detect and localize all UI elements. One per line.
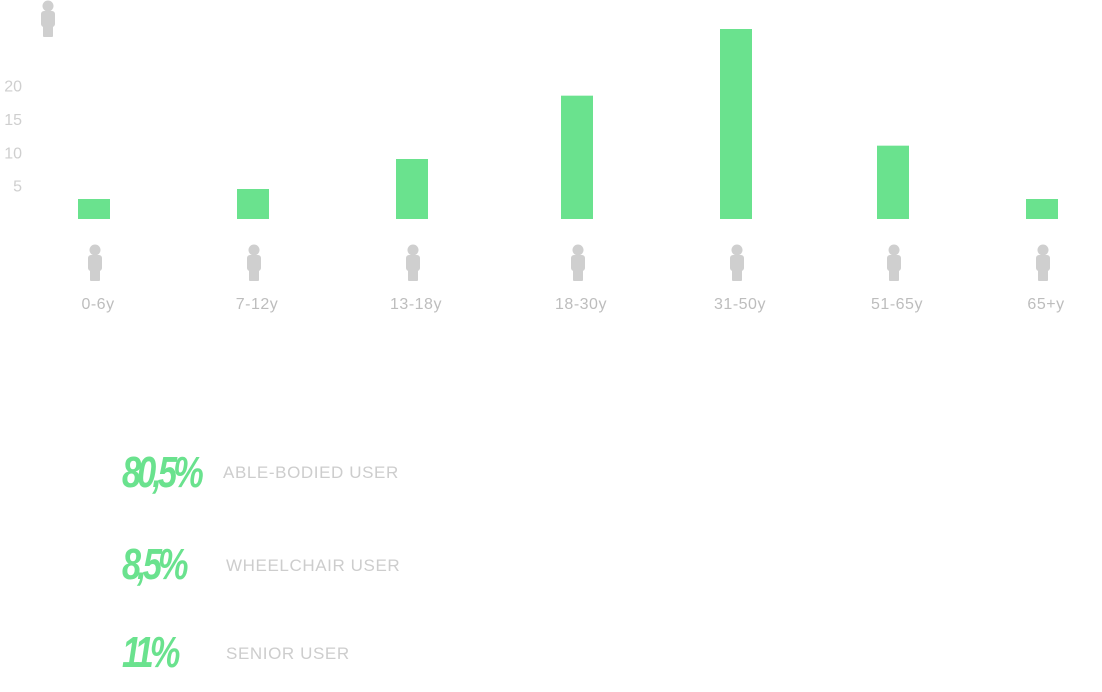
x-category-label: 0-6y bbox=[81, 296, 114, 313]
category-person-icon bbox=[88, 244, 102, 281]
stat-senior: 11% bbox=[122, 628, 192, 678]
x-category-label: 13-18y bbox=[390, 296, 442, 313]
y-tick-label: 5 bbox=[13, 179, 22, 196]
stat-label: ABLE-BODIED USER bbox=[223, 463, 399, 482]
x-category-label: 51-65y bbox=[871, 296, 923, 313]
bar-18-30y bbox=[561, 95, 593, 219]
stat-wheelchair: 8,5% bbox=[122, 540, 202, 590]
x-category-label: 7-12y bbox=[236, 296, 279, 313]
stat-percent: 80,5% bbox=[122, 448, 204, 497]
category-person-icon bbox=[887, 244, 901, 281]
y-axis-person-icon bbox=[41, 0, 55, 37]
bar-51-65y bbox=[877, 145, 909, 219]
stat-percent: 11% bbox=[122, 628, 180, 677]
stat-percent: 8,5% bbox=[122, 540, 189, 589]
y-tick-label: 20 bbox=[4, 79, 22, 96]
x-category-label: 31-50y bbox=[714, 296, 766, 313]
y-axis-person-icon bbox=[41, 0, 55, 37]
y-tick-label: 15 bbox=[4, 112, 22, 129]
x-category-label: 65+y bbox=[1027, 296, 1064, 313]
stat-label: WHEELCHAIR USER bbox=[226, 556, 401, 575]
bar-31-50y bbox=[720, 29, 752, 219]
bar-13-18y bbox=[396, 159, 428, 219]
category-person-icon bbox=[1036, 244, 1050, 281]
y-tick-label: 10 bbox=[4, 145, 22, 162]
category-person-icon bbox=[406, 244, 420, 281]
stat-label: SENIOR USER bbox=[226, 644, 350, 663]
bar-7-12y bbox=[237, 189, 269, 219]
stat-able-bodied: 80,5% bbox=[122, 448, 222, 498]
category-person-icon bbox=[730, 244, 744, 281]
bar-65+y bbox=[1026, 199, 1058, 219]
bar-0-6y bbox=[78, 199, 110, 219]
category-person-icon bbox=[571, 244, 585, 281]
age-distribution-chart: 5 10 15 20 0-6y 7-12y 13-18y 18-30y 31-50y 51-65… bbox=[4, 0, 1064, 313]
x-category-label: 18-30y bbox=[555, 296, 607, 313]
category-person-icon bbox=[247, 244, 261, 281]
